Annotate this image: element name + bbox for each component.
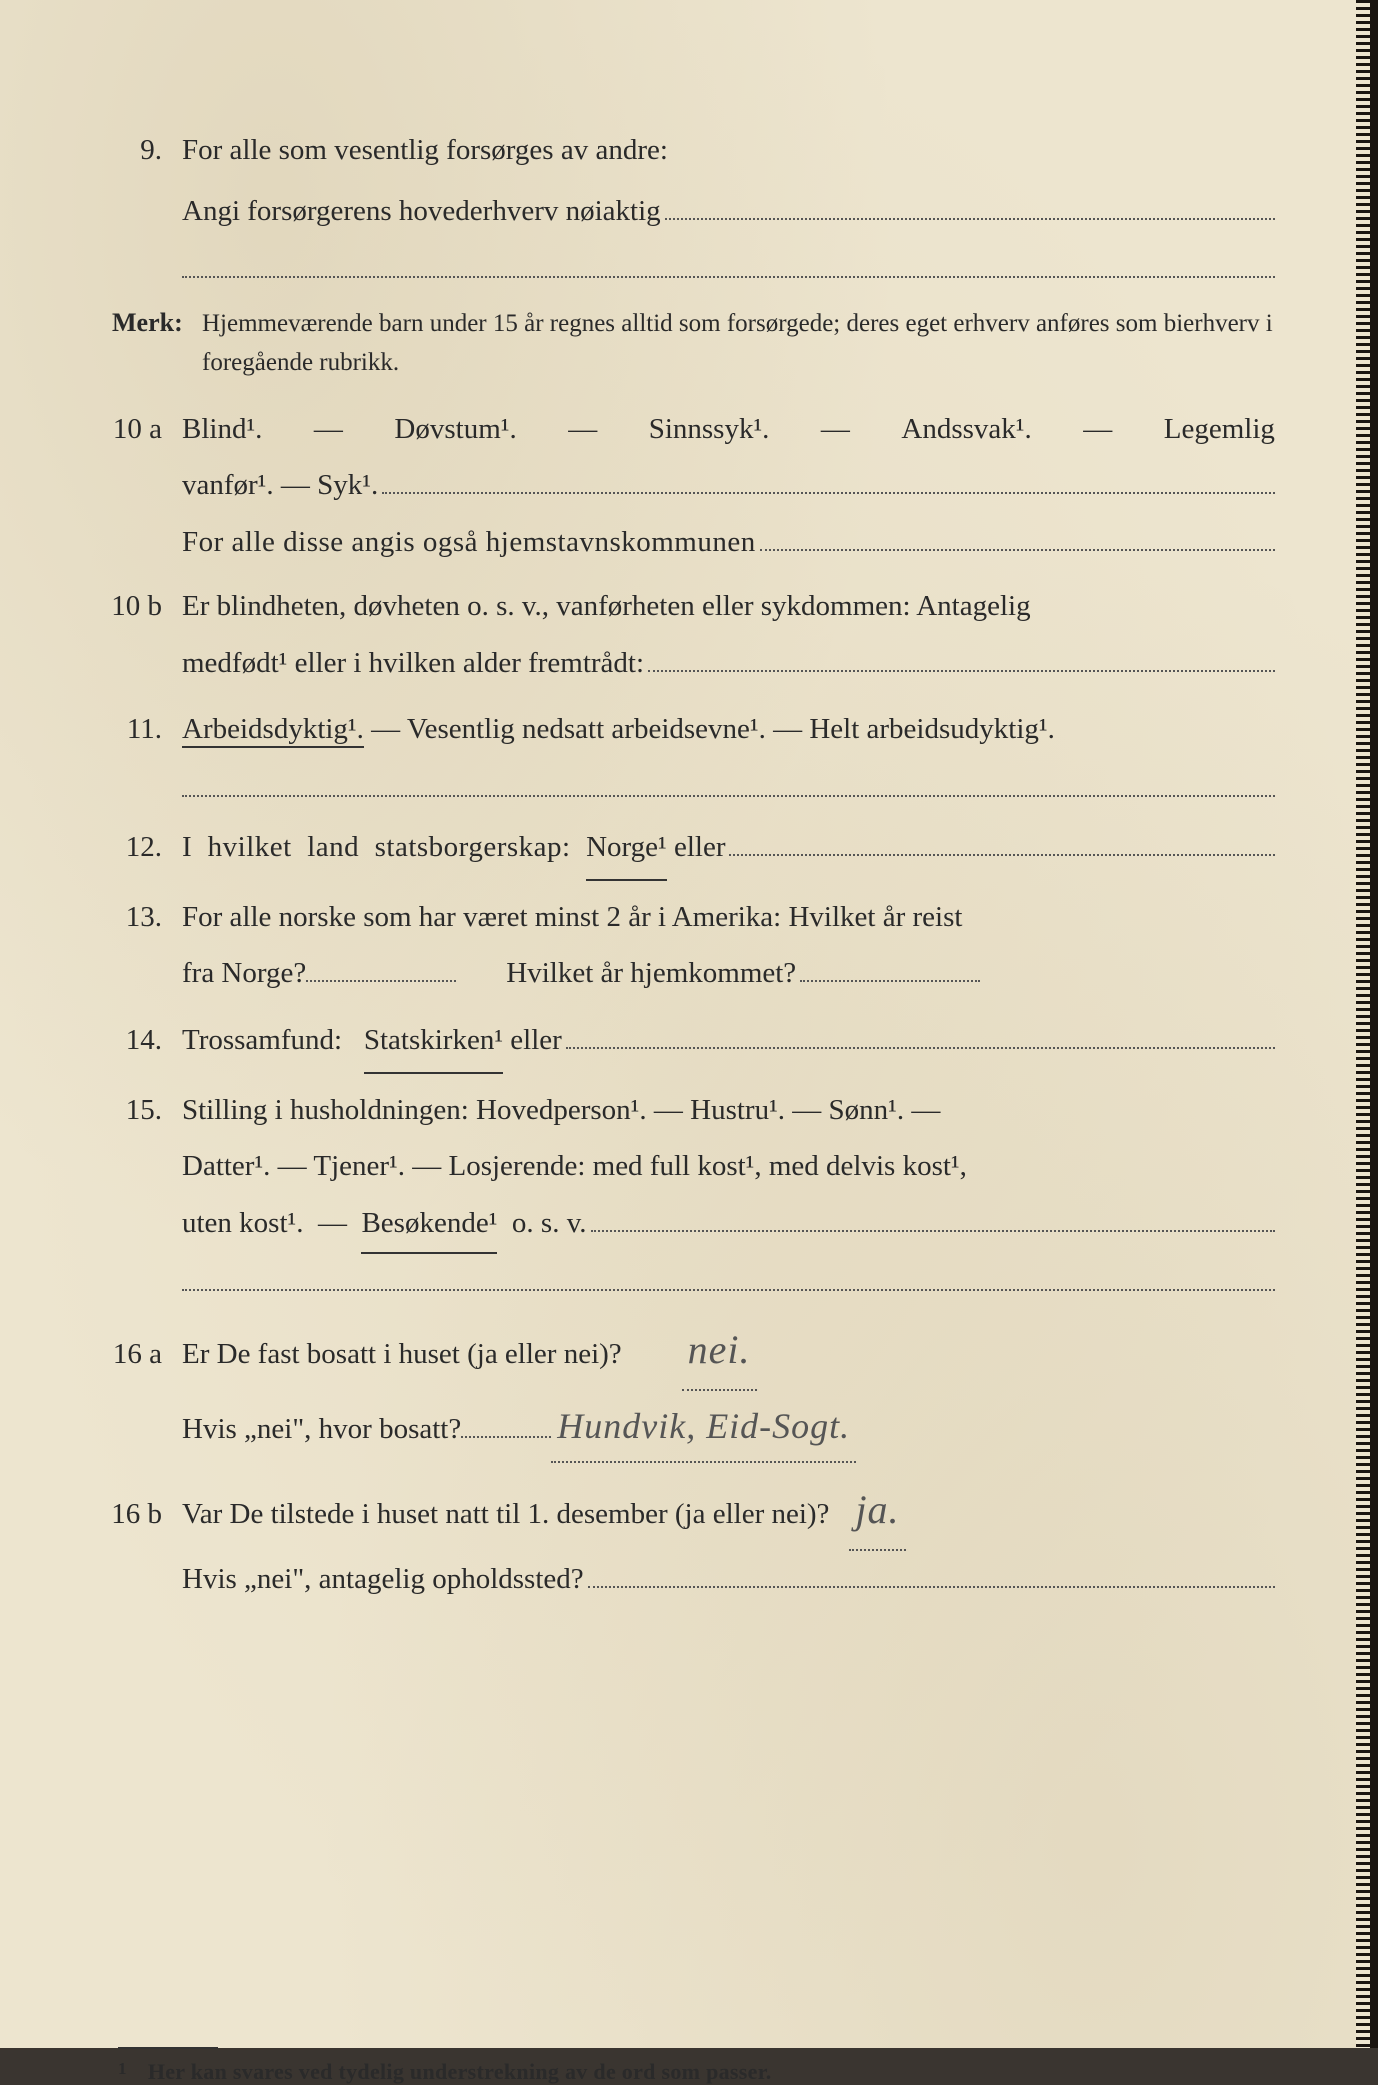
q16b-content: Var De tilstede i huset natt til 1. dese… [182,1471,1275,1608]
q10a-blank2[interactable] [760,525,1275,551]
q14: 14. Trossamfund: Statskirken¹ eller [110,1010,1275,1074]
q12-content: I hvilket land statsborgerskap: Norge¹ e… [182,817,1275,881]
q10b-line2: medfødt¹ eller i hvilken alder fremtrådt… [182,635,1275,692]
q16a-answer2: Hundvik, Eid-Sogt. [551,1391,856,1463]
footnote: 1 Her kan svares ved tydelig understrekn… [118,2059,1275,2085]
merk-note: Merk: Hjemmeværende barn under 15 år reg… [110,298,1275,383]
q15-line3: uten kost¹. — Besøkende¹ o. s. v. [182,1195,1275,1255]
q16a-line1: Er De fast bosatt i huset (ja eller nei)… [182,1311,1275,1391]
q12-underlined: Norge¹ [586,817,667,881]
q9: 9. For alle som vesentlig forsørges av a… [110,120,1275,242]
q14-blank[interactable] [566,1023,1275,1049]
q10b-line1: Er blindheten, døvheten o. s. v., vanfør… [182,578,1275,635]
q12: 12. I hvilket land statsborgerskap: Norg… [110,817,1275,881]
q15-underlined: Besøkende¹ [361,1195,497,1255]
q15-content: Stilling i husholdningen: Hovedperson¹. … [182,1082,1275,1255]
merk-label: Merk: [110,298,202,347]
q11-underlined: Arbeidsdyktig¹. [182,713,364,748]
q13-line1: For alle norske som har været minst 2 år… [182,889,1275,946]
q16b-answer1: ja. [849,1471,905,1551]
q10b-number: 10 b [110,579,182,634]
q10a-number: 10 a [110,402,182,457]
q11-extra-blank[interactable] [182,774,1275,796]
q16a-answer1: nei. [682,1311,757,1391]
q13-blank1[interactable] [306,956,456,982]
q12-number: 12. [110,820,182,875]
q9-extra-blank[interactable] [182,256,1275,278]
q16a-blank2a[interactable] [461,1412,551,1438]
q12-blank[interactable] [729,830,1275,856]
q11-content: Arbeidsdyktig¹. — Vesentlig nedsatt arbe… [182,699,1275,760]
q10a-content: Blind¹.— Døvstum¹.— Sinnssyk¹.— Andssvak… [182,401,1275,571]
q10b-blank[interactable] [648,646,1275,672]
q14-content: Trossamfund: Statskirken¹ eller [182,1010,1275,1074]
q16a-content: Er De fast bosatt i huset (ja eller nei)… [182,1311,1275,1463]
q10a-line2: vanfør¹. — Syk¹. [182,457,1275,514]
q9-content: For alle som vesentlig forsørges av andr… [182,120,1275,242]
q13-line2: fra Norge? Hvilket år hjemkommet? [182,945,1275,1002]
q14-underlined: Statskirken¹ [364,1010,503,1074]
q13-blank2[interactable] [800,956,980,982]
q15-extra-blank[interactable] [182,1268,1275,1290]
q16b-line2: Hvis „nei", antagelig opholdssted? [182,1551,1275,1608]
q9-line2: Angi forsørgerens hovederhverv nøiaktig [182,181,1275,242]
q13-content: For alle norske som har været minst 2 år… [182,889,1275,1002]
footnote-text: Her kan svares ved tydelig understreknin… [148,2059,772,2084]
q15-number: 15. [110,1083,182,1138]
q16a-line2: Hvis „nei", hvor bosatt? Hundvik, Eid-So… [182,1391,1275,1463]
q15-line1: Stilling i husholdningen: Hovedperson¹. … [182,1082,1275,1139]
q11: 11. Arbeidsdyktig¹. — Vesentlig nedsatt … [110,699,1275,760]
q16a-number: 16 a [110,1327,182,1382]
q16b: 16 b Var De tilstede i huset natt til 1.… [110,1471,1275,1608]
q9-number: 9. [110,123,182,178]
q10b: 10 b Er blindheten, døvheten o. s. v., v… [110,578,1275,691]
footnote-number: 1 [118,2059,142,2079]
q16a: 16 a Er De fast bosatt i huset (ja eller… [110,1311,1275,1463]
q13-number: 13. [110,890,182,945]
q10a: 10 a Blind¹.— Døvstum¹.— Sinnssyk¹.— And… [110,401,1275,571]
q16b-line1: Var De tilstede i huset natt til 1. dese… [182,1471,1275,1551]
q13: 13. For alle norske som har været minst … [110,889,1275,1002]
q9-line1: For alle som vesentlig forsørges av andr… [182,120,1275,181]
q15: 15. Stilling i husholdningen: Hovedperso… [110,1082,1275,1255]
q16b-blank2[interactable] [588,1562,1275,1588]
q14-number: 14. [110,1013,182,1068]
q10a-line3: For alle disse angis også hjemstavnskomm… [182,514,1275,571]
q10b-content: Er blindheten, døvheten o. s. v., vanfør… [182,578,1275,691]
q15-line2: Datter¹. — Tjener¹. — Losjerende: med fu… [182,1138,1275,1195]
merk-text: Hjemmeværende barn under 15 år regnes al… [202,305,1275,383]
q9-blank[interactable] [665,194,1275,220]
census-form-page: 9. For alle som vesentlig forsørges av a… [0,0,1378,2048]
q10a-line1: Blind¹.— Døvstum¹.— Sinnssyk¹.— Andssvak… [182,401,1275,458]
q16b-number: 16 b [110,1487,182,1542]
q15-blank[interactable] [591,1206,1275,1232]
q11-number: 11. [110,702,182,757]
q10a-blank1[interactable] [382,468,1275,494]
